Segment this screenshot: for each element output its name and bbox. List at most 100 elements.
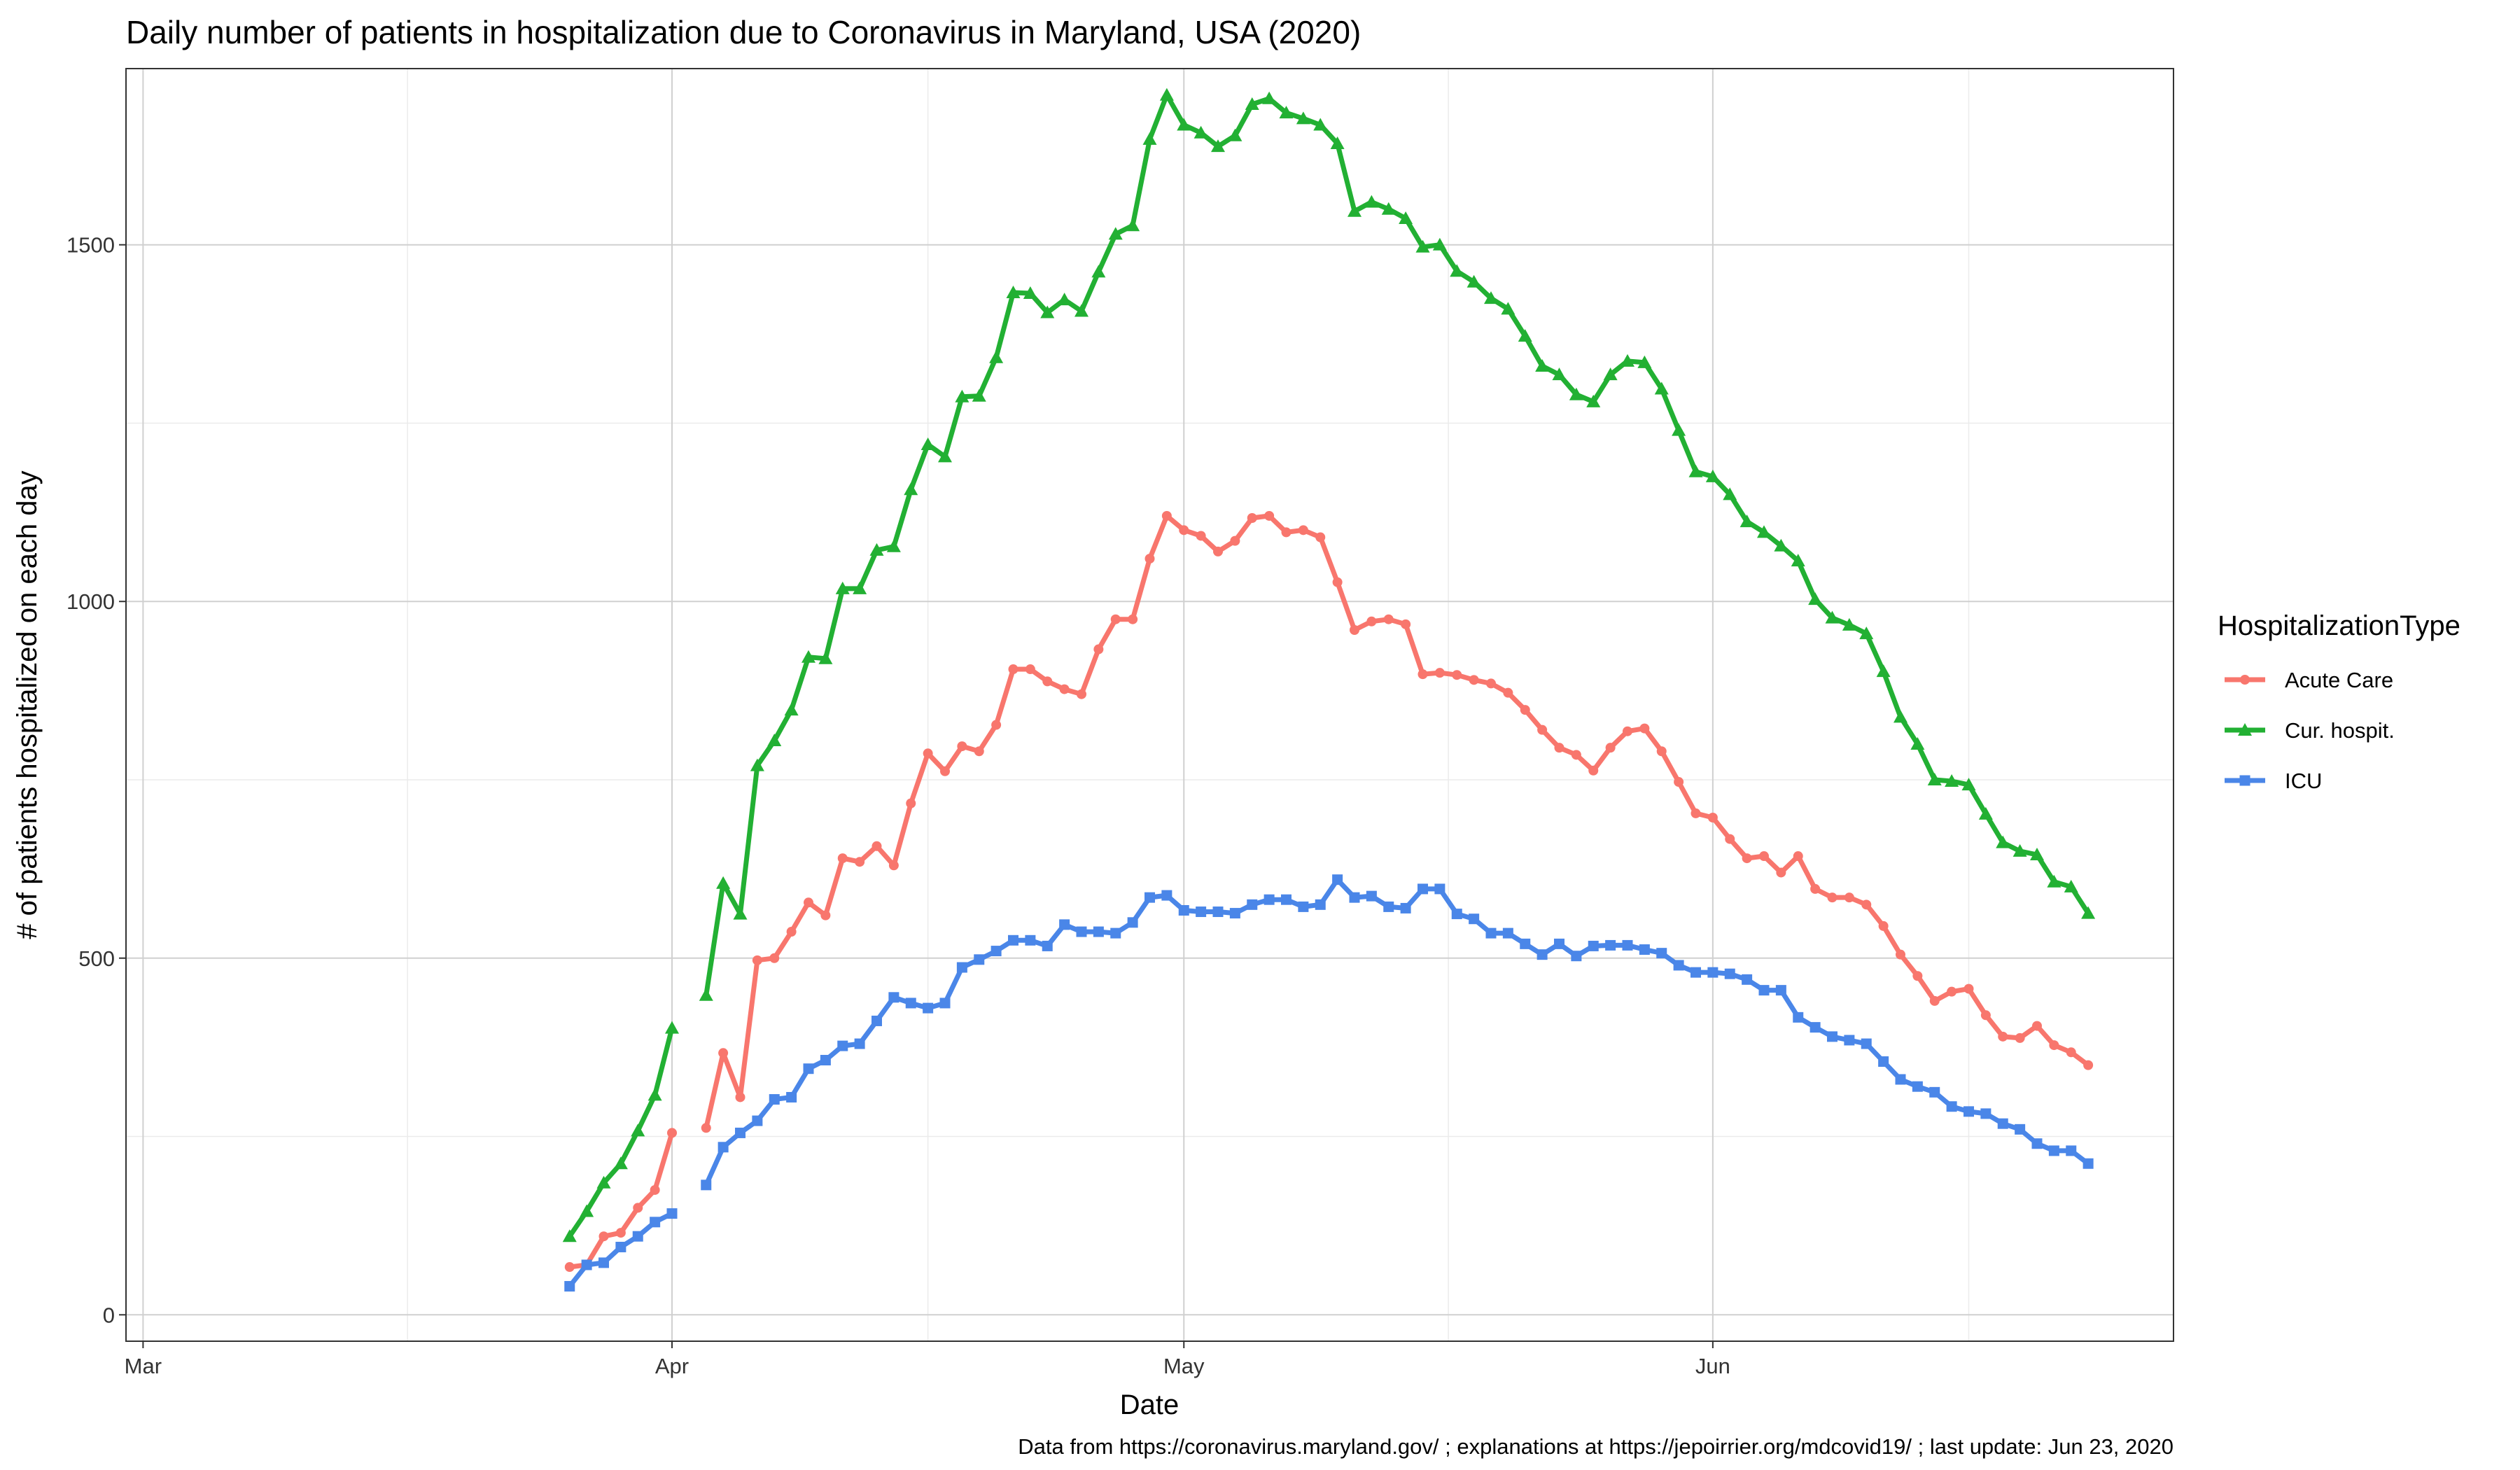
- data-point: [580, 1204, 594, 1217]
- data-point: [1927, 773, 1942, 786]
- series-line: [567, 1026, 675, 1239]
- data-point: [1673, 960, 1684, 971]
- data-point: [615, 1241, 626, 1252]
- data-point: [1042, 940, 1053, 951]
- data-point: [1825, 610, 1840, 624]
- data-point: [1228, 128, 1242, 141]
- data-point: [1605, 939, 1616, 951]
- data-point: [1707, 967, 1718, 978]
- data-point: [1247, 899, 1258, 910]
- data-point: [650, 1217, 661, 1228]
- data-point: [1502, 927, 1513, 939]
- data-point: [1315, 532, 1326, 542]
- data-point: [666, 1208, 678, 1219]
- data-point: [1742, 853, 1752, 864]
- data-point: [2015, 1032, 2025, 1043]
- series-icu: [564, 874, 2094, 1292]
- data-point: [701, 1180, 712, 1191]
- data-point: [1485, 927, 1497, 939]
- data-point: [1126, 218, 1140, 232]
- data-point: [1110, 927, 1121, 939]
- data-point: [581, 1259, 592, 1270]
- data-point: [2082, 1158, 2094, 1169]
- x-axis-ticks: Mar Apr May Jun: [125, 1341, 1730, 1378]
- data-point: [1008, 664, 1018, 675]
- data-point: [665, 1021, 679, 1034]
- data-point: [923, 748, 933, 759]
- data-point: [1740, 514, 1754, 528]
- data-point: [1040, 305, 1055, 318]
- data-point: [1434, 668, 1445, 678]
- data-point: [632, 1231, 643, 1242]
- x-tick-label: Jun: [1695, 1354, 1730, 1378]
- data-point: [923, 1002, 934, 1014]
- y-axis-title: # of patients hospitalized on each day: [12, 470, 43, 939]
- data-point: [803, 1063, 814, 1074]
- data-point: [835, 581, 850, 594]
- data-point: [735, 1127, 746, 1138]
- data-point: [1093, 644, 1104, 654]
- data-point: [837, 853, 848, 864]
- data-point: [1315, 899, 1326, 910]
- x-tick-label: Mar: [125, 1354, 162, 1378]
- data-point: [1947, 986, 1957, 997]
- data-point: [1998, 1031, 2008, 1042]
- data-point: [1605, 743, 1616, 753]
- series-cur-hospit: [562, 88, 2096, 1242]
- legend-label: Acute Care: [2285, 668, 2393, 692]
- data-point: [1827, 1031, 1837, 1042]
- data-point: [1690, 967, 1701, 978]
- legend-title: HospitalizationType: [2218, 610, 2460, 641]
- data-point: [1262, 91, 1277, 104]
- data-point: [1008, 934, 1018, 946]
- data-point: [972, 388, 986, 402]
- data-point: [1127, 917, 1138, 928]
- series-line: [704, 92, 2091, 998]
- data-point: [2083, 1060, 2094, 1070]
- legend-key-marker: [2240, 675, 2250, 685]
- data-point: [1791, 554, 1805, 567]
- data-point: [750, 758, 764, 771]
- data-point: [1980, 1010, 1991, 1021]
- data-point: [1348, 204, 1362, 217]
- legend-label: ICU: [2285, 769, 2322, 793]
- x-axis-title: Date: [1120, 1390, 1180, 1420]
- data-point: [1878, 1056, 1889, 1068]
- data-point: [1503, 687, 1513, 698]
- data-point: [1623, 726, 1632, 736]
- data-point: [1142, 132, 1157, 145]
- data-point: [2066, 1145, 2077, 1156]
- data-point: [1912, 971, 1923, 981]
- data-point: [1724, 968, 1735, 979]
- data-point: [974, 746, 984, 757]
- data-point: [1518, 329, 1532, 342]
- data-point: [1383, 901, 1394, 912]
- data-point: [1637, 355, 1652, 368]
- data-point: [2031, 1138, 2043, 1149]
- legend-item: ICU: [2225, 769, 2322, 793]
- data-point: [1844, 1035, 1855, 1046]
- data-point: [905, 997, 916, 1009]
- data-point: [1230, 536, 1240, 546]
- data-point: [904, 482, 918, 496]
- data-point: [955, 389, 969, 402]
- data-point: [1586, 394, 1601, 407]
- data-point: [940, 766, 950, 776]
- data-point: [1128, 614, 1138, 624]
- data-point: [1177, 118, 1191, 131]
- data-point: [1296, 111, 1310, 125]
- data-point: [1929, 1086, 1940, 1098]
- y-tick-label: 1000: [66, 589, 115, 614]
- data-point: [631, 1124, 645, 1137]
- data-point: [1469, 913, 1480, 925]
- data-point: [633, 1203, 643, 1213]
- data-point: [598, 1231, 609, 1242]
- chart-caption: Data from https://coronavirus.maryland.g…: [1018, 1434, 2174, 1459]
- data-point: [1842, 617, 1856, 631]
- data-point: [767, 733, 782, 746]
- data-point: [1759, 851, 1769, 862]
- data-point: [1654, 382, 1669, 395]
- grid-minor: [126, 69, 2174, 1341]
- data-point: [2032, 1021, 2042, 1031]
- data-point: [938, 449, 952, 463]
